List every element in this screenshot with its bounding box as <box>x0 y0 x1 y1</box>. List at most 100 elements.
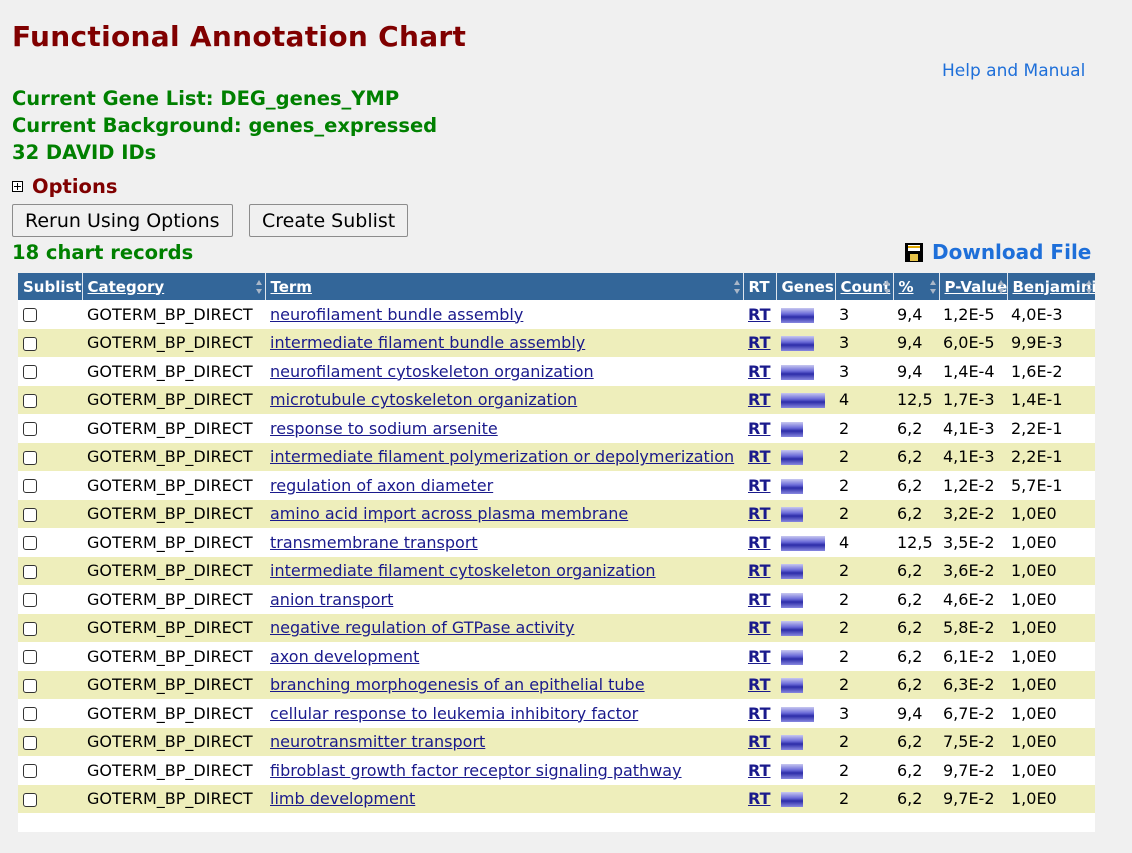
rerun-using-options-button[interactable]: Rerun Using Options <box>12 204 233 237</box>
sort-pvalue-link[interactable]: P-Value <box>944 277 1008 296</box>
sort-arrows-icon[interactable] <box>929 280 937 294</box>
rt-link[interactable]: RT <box>748 361 771 381</box>
gene-bar[interactable] <box>781 678 803 694</box>
sort-percent-link[interactable]: % <box>898 277 914 296</box>
term-link[interactable]: amino acid import across plasma membrane <box>270 504 629 524</box>
sublist-checkbox[interactable] <box>23 650 37 665</box>
sort-count-link[interactable]: Count <box>840 277 891 296</box>
term-link[interactable]: microtubule cytoskeleton organization <box>270 390 578 410</box>
count-cell: 2 <box>835 784 893 813</box>
sort-term-link[interactable]: Term <box>270 277 312 296</box>
term-link[interactable]: regulation of axon diameter <box>270 475 494 495</box>
header-percent[interactable]: % <box>892 273 939 300</box>
gene-bar[interactable] <box>781 649 803 665</box>
gene-bar[interactable] <box>781 735 803 751</box>
term-link[interactable]: axon development <box>270 646 420 666</box>
sublist-checkbox[interactable] <box>23 393 37 408</box>
rt-link[interactable]: RT <box>748 504 771 524</box>
sublist-checkbox[interactable] <box>23 365 37 380</box>
sublist-checkbox[interactable] <box>23 336 37 351</box>
gene-bar[interactable] <box>781 535 825 551</box>
header-count[interactable]: Count <box>834 273 893 300</box>
sort-arrows-icon[interactable] <box>255 280 263 294</box>
rt-link[interactable]: RT <box>748 618 771 638</box>
sublist-checkbox[interactable] <box>23 564 37 579</box>
gene-bar[interactable] <box>781 336 814 352</box>
header-benjamini[interactable]: Benjamini <box>1006 273 1096 300</box>
gene-bar[interactable] <box>781 564 803 580</box>
sublist-checkbox[interactable] <box>23 735 37 750</box>
sublist-checkbox[interactable] <box>23 621 37 636</box>
sublist-checkbox[interactable] <box>23 593 37 608</box>
sublist-checkbox[interactable] <box>23 678 37 693</box>
download-file-link[interactable]: Download File <box>932 240 1092 264</box>
header-category[interactable]: Category <box>81 273 265 300</box>
options-toggle[interactable]: Options <box>12 175 117 198</box>
sublist-checkbox[interactable] <box>23 422 37 437</box>
rt-link[interactable]: RT <box>748 646 771 666</box>
rt-link[interactable]: RT <box>748 789 771 809</box>
term-link[interactable]: neurofilament bundle assembly <box>270 304 524 324</box>
sublist-checkbox[interactable] <box>23 450 37 465</box>
rt-link[interactable]: RT <box>748 589 771 609</box>
rt-link[interactable]: RT <box>748 418 771 438</box>
sort-arrows-icon[interactable] <box>733 280 741 294</box>
gene-bar[interactable] <box>781 706 814 722</box>
term-link[interactable]: branching morphogenesis of an epithelial… <box>270 675 645 695</box>
gene-bar[interactable] <box>781 763 803 779</box>
rt-link[interactable]: RT <box>748 675 771 695</box>
sublist-checkbox[interactable] <box>23 479 37 494</box>
term-link[interactable]: limb development <box>270 789 416 809</box>
header-pvalue[interactable]: P-Value <box>938 273 1008 300</box>
help-and-manual-link[interactable]: Help and Manual <box>942 61 1086 81</box>
rt-link[interactable]: RT <box>748 390 771 410</box>
rt-link[interactable]: RT <box>748 475 771 495</box>
term-link[interactable]: negative regulation of GTPase activity <box>270 618 575 638</box>
header-term[interactable]: Term <box>264 273 743 300</box>
gene-bar[interactable] <box>781 507 803 523</box>
gene-bar[interactable] <box>781 364 814 380</box>
term-link[interactable]: fibroblast growth factor receptor signal… <box>270 760 682 780</box>
term-link[interactable]: neurofilament cytoskeleton organization <box>270 361 594 381</box>
term-link[interactable]: response to sodium arsenite <box>270 418 498 438</box>
sublist-checkbox[interactable] <box>23 764 37 779</box>
rt-link[interactable]: RT <box>748 732 771 752</box>
gene-bar[interactable] <box>781 307 814 323</box>
gene-bar[interactable] <box>781 421 803 437</box>
download-file[interactable]: Download File <box>905 240 1091 264</box>
sublist-cell <box>18 556 82 585</box>
gene-bar[interactable] <box>781 393 825 409</box>
rt-link[interactable]: RT <box>748 532 771 552</box>
gene-bar[interactable] <box>781 478 803 494</box>
gene-bar[interactable] <box>781 792 803 808</box>
term-link[interactable]: transmembrane transport <box>270 532 478 552</box>
sort-arrows-icon[interactable] <box>997 280 1005 294</box>
term-link[interactable]: neurotransmitter transport <box>270 732 486 752</box>
sublist-checkbox[interactable] <box>23 792 37 807</box>
sort-arrows-icon[interactable] <box>883 280 891 294</box>
rt-link[interactable]: RT <box>748 333 771 353</box>
rt-link[interactable]: RT <box>748 703 771 723</box>
term-link[interactable]: intermediate filament polymerization or … <box>270 447 735 467</box>
sublist-checkbox[interactable] <box>23 707 37 722</box>
sublist-checkbox[interactable] <box>23 507 37 522</box>
term-link[interactable]: anion transport <box>270 589 394 609</box>
sublist-checkbox[interactable] <box>23 308 37 323</box>
rt-link[interactable]: RT <box>748 447 771 467</box>
gene-bar[interactable] <box>781 592 803 608</box>
sort-arrows-icon[interactable] <box>1086 280 1093 294</box>
expand-plus-icon[interactable] <box>12 181 23 192</box>
rt-link[interactable]: RT <box>748 760 771 780</box>
sublist-checkbox[interactable] <box>23 536 37 551</box>
gene-bar[interactable] <box>781 450 803 466</box>
rt-link[interactable]: RT <box>748 304 771 324</box>
term-link[interactable]: intermediate filament cytoskeleton organ… <box>270 561 656 581</box>
sort-benjamini-link[interactable]: Benjamini <box>1012 277 1096 296</box>
table-row: GOTERM_BP_DIRECT regulation of axon diame… <box>18 471 1095 500</box>
sort-category-link[interactable]: Category <box>87 277 165 296</box>
term-link[interactable]: intermediate filament bundle assembly <box>270 333 586 353</box>
create-sublist-button[interactable]: Create Sublist <box>249 204 409 237</box>
rt-link[interactable]: RT <box>748 561 771 581</box>
term-link[interactable]: cellular response to leukemia inhibitory… <box>270 703 639 723</box>
gene-bar[interactable] <box>781 621 803 637</box>
